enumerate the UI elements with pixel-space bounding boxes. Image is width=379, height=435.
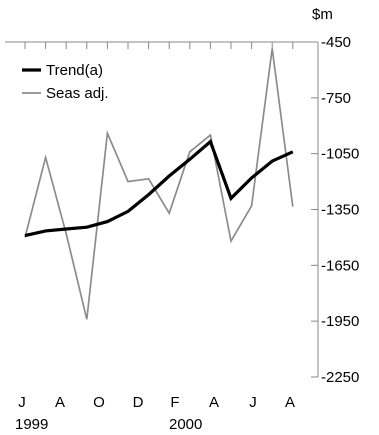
x-tick-label: A [55, 394, 65, 411]
series-layer [24, 48, 294, 320]
y-axis: -450 -750 -1050 -1350 -1650 -1950 -2250 [311, 34, 359, 386]
x-tick-label: A [285, 394, 295, 411]
y-tick-label: -1650 [321, 257, 359, 274]
year-label: 1999 [15, 416, 48, 433]
x-axis-labels: J A O D F A J A 1999 2000 [15, 394, 295, 433]
x-tick-label: A [209, 394, 219, 411]
y-tick-label: -450 [321, 34, 351, 51]
legend: Trend(a) Seas adj. [22, 62, 109, 102]
y-tick-label: -1050 [321, 146, 359, 163]
x-tick-label: J [249, 394, 257, 411]
trend-line [24, 138, 294, 238]
x-tick-label: F [170, 394, 179, 411]
unit-label: $m [312, 6, 333, 23]
y-tick-label: -1950 [321, 313, 359, 330]
y-tick-label: -750 [321, 90, 351, 107]
legend-label: Seas adj. [46, 85, 109, 102]
y-tick-label: -1350 [321, 202, 359, 219]
x-tick-label: O [93, 394, 105, 411]
year-label: 2000 [169, 416, 202, 433]
legend-label: Trend(a) [46, 62, 103, 79]
x-tick-label: D [133, 394, 144, 411]
y-tick-label: -2250 [321, 369, 359, 386]
x-tick-label: J [18, 394, 26, 411]
seas-adj-line [24, 48, 294, 320]
top-axis [5, 41, 318, 49]
